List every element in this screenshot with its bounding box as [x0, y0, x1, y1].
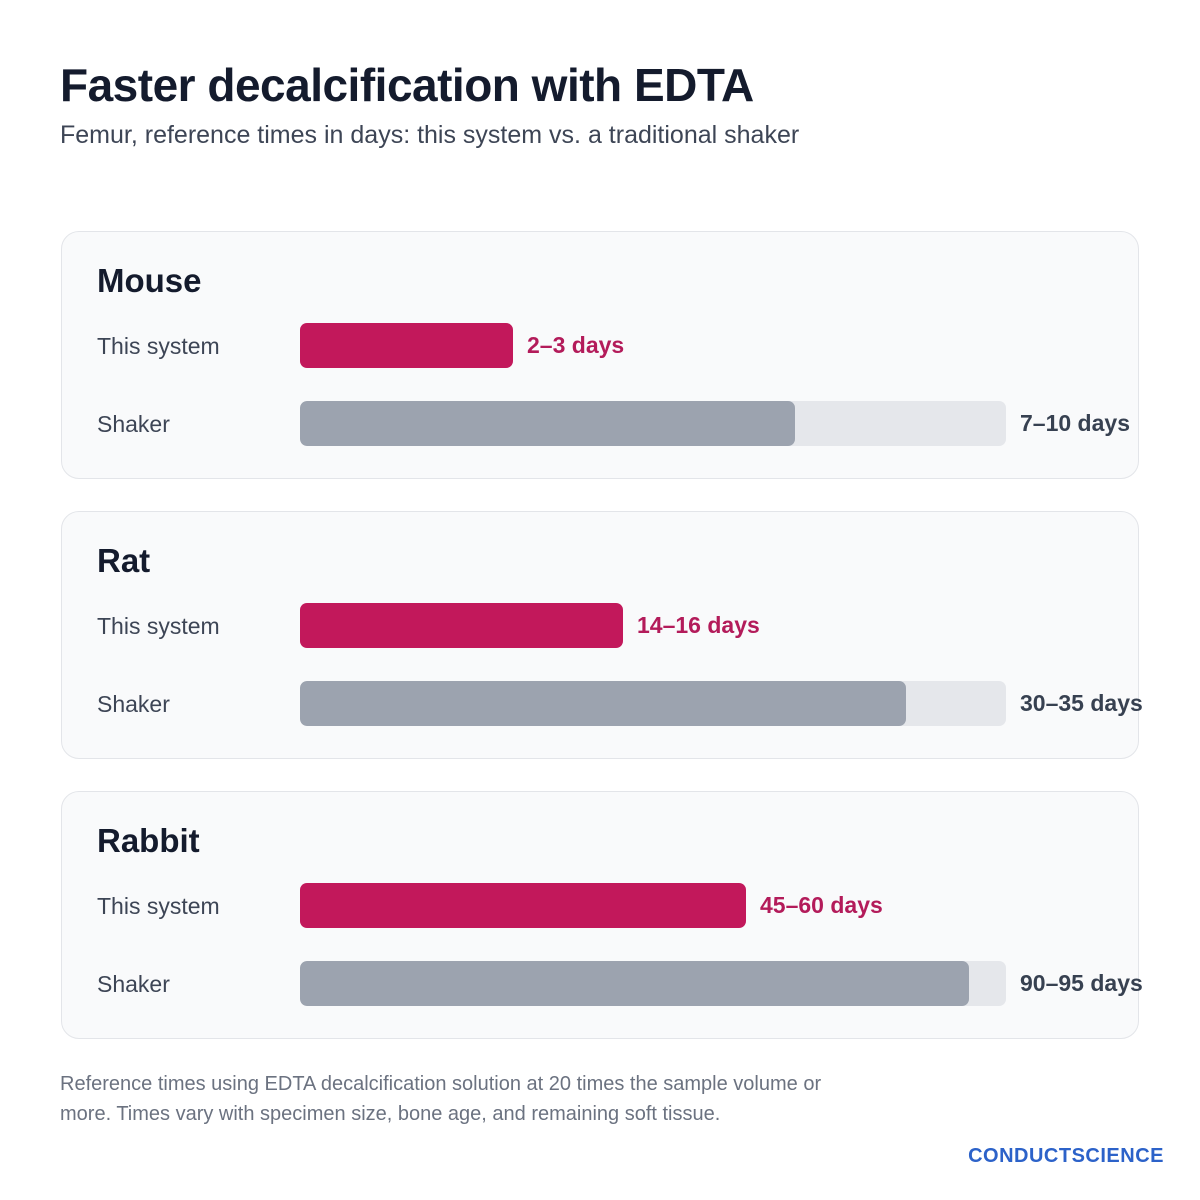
bar-track-shaker: [300, 681, 1006, 726]
row-label-shaker: Shaker: [97, 691, 170, 717]
value-label-shaker: 7–10 days: [1020, 410, 1130, 436]
bar-shaker: [300, 401, 795, 446]
value-label-this-system: 14–16 days: [637, 612, 760, 638]
panel-title: Mouse: [97, 262, 202, 299]
value-label-shaker: 90–95 days: [1020, 970, 1143, 996]
panel-rat: Rat This system 14–16 days Shaker 30–35 days: [61, 511, 1143, 759]
bar-shaker: [300, 961, 969, 1006]
footnote: Reference times using EDTA decalcificati…: [60, 1073, 822, 1125]
conductscience-logo: CONDUCTSCIENCE: [968, 1145, 1164, 1167]
row-label-shaker: Shaker: [97, 411, 170, 437]
bar-this-system: [300, 323, 513, 368]
panel-rabbit: Rabbit This system 45–60 days Shaker 90–95 d…: [61, 791, 1143, 1039]
panel-title: Rabbit: [97, 822, 200, 859]
panel-title: Rat: [97, 542, 151, 579]
bar-this-system: [300, 883, 746, 928]
chart-subtitle: Femur, reference times in days: this sys…: [60, 121, 800, 149]
row-label-this-system: This system: [97, 333, 220, 359]
row-label-this-system: This system: [97, 893, 220, 919]
bar-track-shaker: [300, 401, 1006, 446]
chart-title: Faster decalcification with EDTA: [60, 59, 754, 111]
value-label-this-system: 2–3 days: [527, 332, 625, 358]
value-label-shaker: 30–35 days: [1020, 690, 1143, 716]
row-label-shaker: Shaker: [97, 971, 170, 997]
panel-mouse: Mouse This system 2–3 days Shaker 7–10 days: [61, 231, 1139, 479]
row-label-this-system: This system: [97, 613, 220, 639]
value-label-this-system: 45–60 days: [760, 892, 883, 918]
bar-shaker: [300, 681, 906, 726]
bar-track-shaker: [300, 961, 1006, 1006]
bar-this-system: [300, 603, 623, 648]
